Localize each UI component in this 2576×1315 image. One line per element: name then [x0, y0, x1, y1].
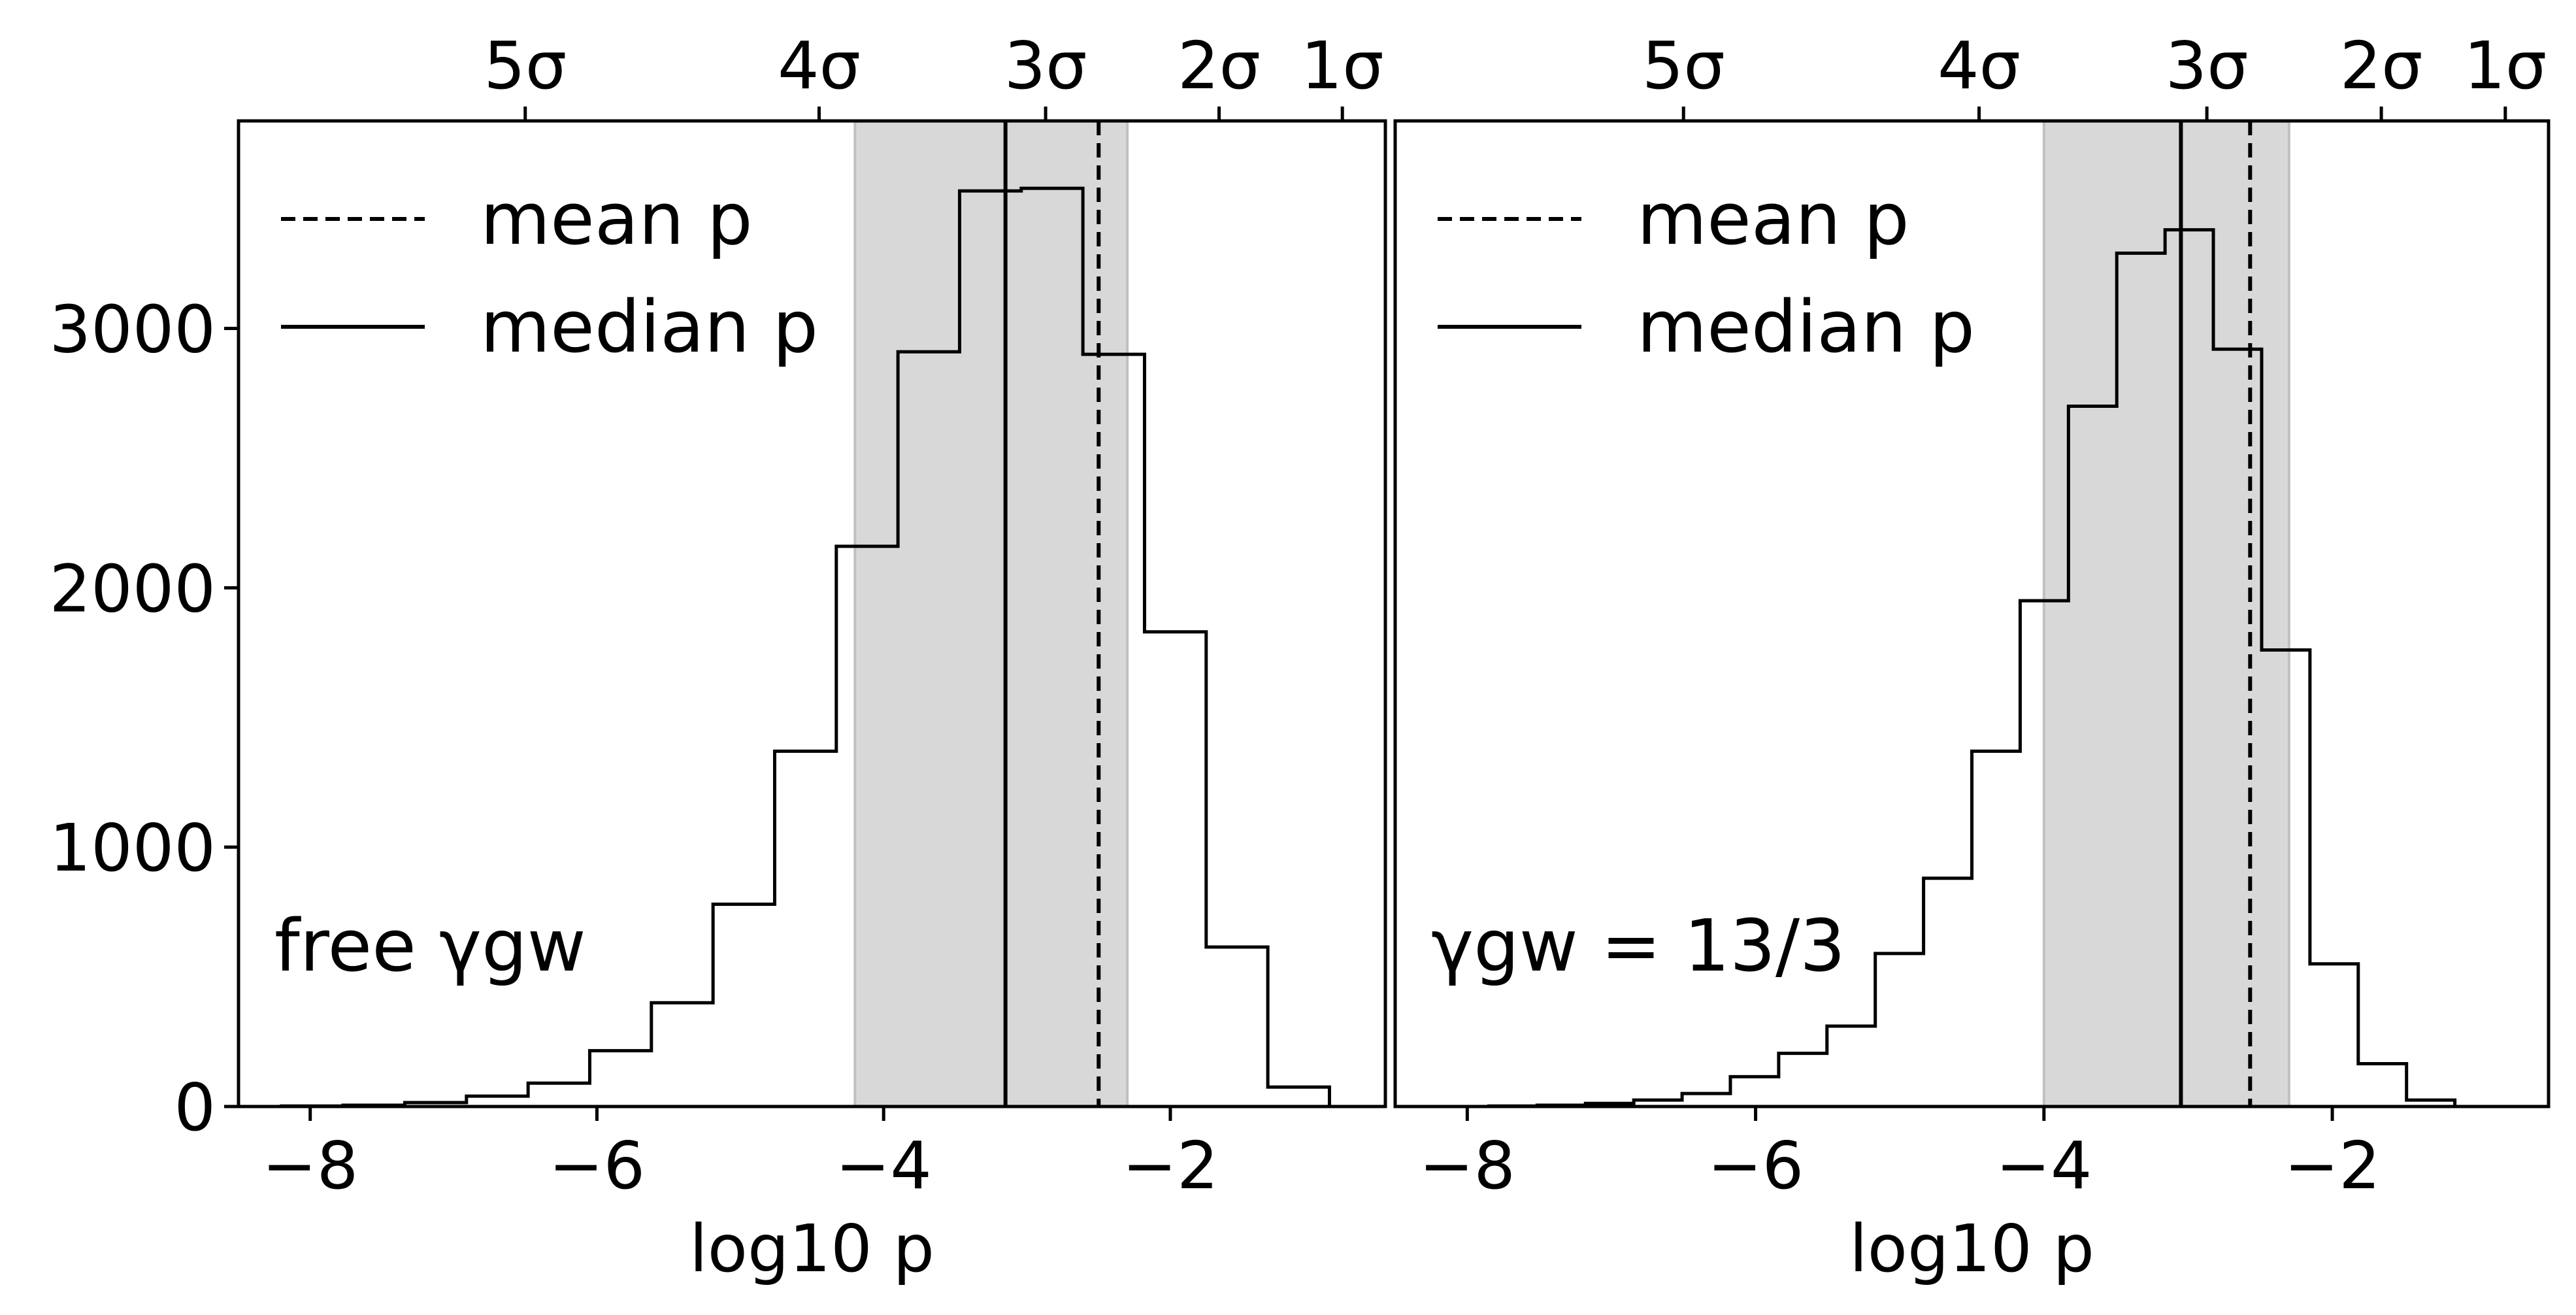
- histogram-bin: [1682, 1093, 1730, 1107]
- y-tick-label: 1000: [50, 810, 216, 886]
- histogram-bin: [1730, 1076, 1779, 1107]
- plot-area: [1487, 121, 2503, 1107]
- sigma-tick-label: 2σ: [1178, 27, 1261, 104]
- histogram-bin: [774, 751, 836, 1107]
- x-tick-label: −6: [549, 1127, 645, 1204]
- histogram-bin: [1268, 1087, 1329, 1107]
- sigma-tick-label: 4σ: [778, 27, 861, 104]
- legend-median-label: median p: [480, 285, 818, 369]
- y-tick-label: 0: [174, 1069, 216, 1146]
- histogram-bin: [652, 1003, 713, 1107]
- x-tick-label: −8: [262, 1127, 358, 1204]
- x-tick-label: −2: [1122, 1127, 1218, 1204]
- sigma-tick-label: 3σ: [1004, 27, 1087, 104]
- histogram-bin: [2310, 964, 2358, 1107]
- histogram-bin: [1875, 954, 1924, 1107]
- sigma-tick-label: 3σ: [2166, 27, 2249, 104]
- sigma-tick-label: 1σ: [2464, 27, 2547, 104]
- histogram-bin: [1779, 1054, 1827, 1107]
- sigma-tick-label: 5σ: [1642, 27, 1725, 104]
- x-axis-label: log10 p: [1849, 1210, 2094, 1287]
- shaded-interval-band: [853, 121, 1129, 1107]
- sigma-tick-label: 5σ: [484, 27, 567, 104]
- histogram-bin: [2358, 1064, 2407, 1107]
- histogram-bin: [1827, 1026, 1875, 1107]
- x-axis-label: log10 p: [689, 1210, 934, 1287]
- sigma-tick-label: 4σ: [1938, 27, 2021, 104]
- shaded-interval-band: [2042, 121, 2290, 1107]
- plot-frame: [237, 119, 1387, 1108]
- histogram-bin: [1972, 751, 2021, 1107]
- x-tick-label: −4: [1996, 1127, 2092, 1204]
- histogram-bin: [1144, 632, 1206, 1107]
- y-tick-label: 3000: [50, 291, 216, 367]
- histogram-step-line: [280, 186, 1331, 1107]
- x-tick-label: −6: [1708, 1127, 1804, 1204]
- y-tick-label: 2000: [50, 550, 216, 627]
- histogram-bin: [1206, 947, 1268, 1107]
- histogram-bin: [1924, 878, 1972, 1107]
- x-tick-label: −4: [835, 1127, 931, 1204]
- histogram-bin: [713, 904, 774, 1107]
- panel-annotation: γgw = 13/3: [1431, 904, 1845, 988]
- histogram-step-line: [1487, 228, 2503, 1107]
- plot-area: [280, 121, 1331, 1107]
- chart-panel-left: −8 −6 −4 −2 0 1000 2000 3000 5σ 4σ 3σ 2σ 1σ log10 p me…: [50, 27, 1387, 1287]
- histogram-bin: [528, 1083, 589, 1107]
- histogram-bin: [589, 1051, 651, 1107]
- sigma-tick-label: 2σ: [2340, 27, 2423, 104]
- legend-mean-label: mean p: [480, 177, 753, 261]
- legend-median-label: median p: [1637, 285, 1975, 369]
- chart-panel-right: −8 −6 −4 −2 5σ 4σ 3σ 2σ 1σ log10 p mean p median p γ…: [1393, 27, 2551, 1287]
- x-tick-label: −8: [1419, 1127, 1515, 1204]
- sigma-tick-label: 1σ: [1301, 27, 1384, 104]
- legend-mean-label: mean p: [1637, 177, 1909, 261]
- x-tick-label: −2: [2284, 1127, 2380, 1204]
- panel-annotation: free γgw: [274, 904, 586, 988]
- plot-frame: [1393, 119, 2551, 1108]
